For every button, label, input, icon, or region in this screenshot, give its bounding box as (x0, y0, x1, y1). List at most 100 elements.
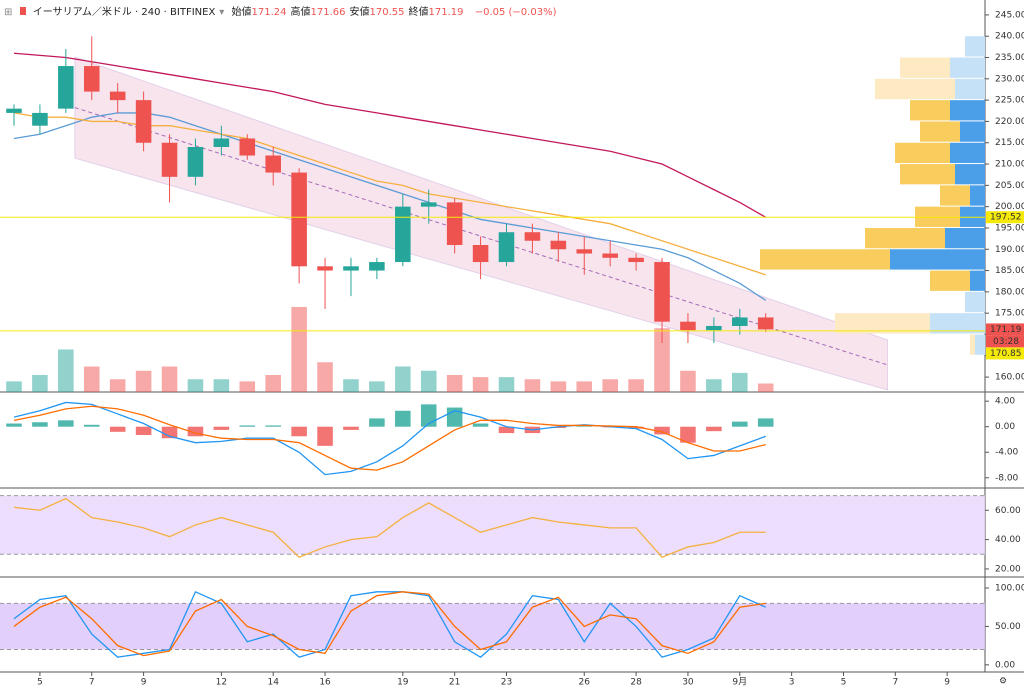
volume-bar (446, 375, 463, 392)
volume-bar (369, 381, 385, 392)
y-tick-label: 200.00 (995, 202, 1024, 212)
histogram-bar (472, 423, 489, 427)
histogram-bar (706, 426, 722, 432)
ohlc-value: 170.55 (369, 7, 405, 18)
profile-up (955, 78, 985, 100)
volume-bar (602, 379, 618, 392)
candle-body (187, 147, 204, 177)
x-tick-label: 7 (892, 678, 898, 688)
histogram-bar (732, 421, 748, 427)
volume-bar (109, 379, 126, 392)
candle-body (550, 240, 567, 250)
x-tick-label: 5 (37, 678, 43, 688)
volume-bar (420, 370, 437, 392)
histogram-bar (654, 426, 670, 435)
candle-body (706, 325, 722, 331)
pane (0, 590, 985, 658)
volume-bar (472, 377, 489, 392)
y-tick-label: 230.00 (995, 74, 1024, 84)
icon[interactable]: ⊞ (4, 7, 13, 18)
candle-body (317, 266, 333, 271)
histogram-bar (135, 426, 152, 436)
histogram-bar (757, 418, 774, 427)
profile-down (865, 227, 945, 249)
histogram-bar (109, 426, 126, 432)
profile-down (920, 121, 960, 142)
price-badge-label: 171.19 (990, 325, 1022, 335)
y-tick-label: 245.00 (995, 10, 1024, 20)
histogram-bar (83, 424, 100, 427)
candle-body (109, 91, 126, 101)
volume-bar (239, 381, 256, 392)
x-tick-label: 23 (501, 678, 512, 688)
profile-up (960, 121, 985, 142)
countdown-badge (986, 335, 1024, 348)
y-tick-label: 180.00 (995, 287, 1024, 297)
volume-bar (6, 381, 22, 392)
profile-down (895, 142, 950, 164)
pane (6, 401, 774, 476)
caret[interactable]: ▾ (219, 7, 225, 18)
pane (0, 36, 985, 392)
volume-bar (161, 366, 178, 392)
histogram-bar (187, 426, 204, 437)
histogram-bar (6, 423, 22, 427)
histogram-bar (161, 426, 178, 439)
histogram-bar (58, 420, 74, 427)
x-tick-label: 21 (449, 678, 460, 688)
profile-up (955, 164, 985, 185)
histogram-bar (239, 425, 256, 427)
candle-body (213, 138, 230, 147)
candle-body (395, 206, 411, 263)
y-tick-label: 40.00 (995, 535, 1021, 545)
volume-bar (83, 366, 100, 392)
x-tick-label: 9 (141, 678, 147, 688)
candle-body (576, 249, 593, 254)
candle-body (83, 66, 100, 92)
candle-body (135, 100, 152, 143)
channel (74, 56, 889, 391)
profile-down (900, 57, 950, 78)
volume-bar (550, 381, 567, 392)
x-tick-label: 3 (789, 678, 795, 688)
histogram-bar (498, 426, 515, 434)
settings-icon[interactable]: ⚙ (999, 677, 1007, 687)
candle-body (446, 202, 463, 245)
x-tick-label: 12 (216, 678, 227, 688)
x-tick-label: 9月 (732, 677, 747, 688)
candle-body (472, 245, 489, 263)
volume-bar (317, 362, 333, 392)
pane (0, 495, 985, 558)
x-tick-label: 19 (397, 678, 409, 688)
x-tick-label: 26 (579, 678, 591, 688)
symbol[interactable]: イーサリアム／米ドル · 240 · BITFINEX (32, 7, 216, 18)
volume-bar (213, 379, 230, 392)
profile-up (965, 36, 985, 57)
volume-bar (135, 370, 152, 392)
candle-body (420, 202, 437, 207)
band (0, 603, 985, 650)
histogram-bar (291, 426, 307, 437)
candle-body (291, 172, 307, 267)
volume-bar (58, 349, 74, 392)
indicator-line (13, 52, 767, 218)
price-badge (986, 323, 1024, 336)
ohlc-label: 高値 (290, 7, 311, 18)
y-tick-label: 210.00 (995, 160, 1024, 170)
y-tick-label: 195.00 (995, 223, 1024, 233)
profile-down (910, 100, 950, 121)
volume-bar (757, 383, 774, 392)
profile-down (835, 313, 930, 334)
y-tick-label: -4.00 (995, 448, 1019, 458)
price-badge-label: 170.85 (990, 349, 1022, 359)
candle-body (602, 253, 618, 258)
histogram-bar (395, 410, 411, 427)
x-tick-label: 7 (89, 678, 95, 688)
volume-bar (576, 381, 593, 392)
candle-body (58, 66, 74, 109)
profile-up (970, 185, 985, 206)
profile-up (970, 270, 985, 291)
candle-body (498, 232, 515, 263)
